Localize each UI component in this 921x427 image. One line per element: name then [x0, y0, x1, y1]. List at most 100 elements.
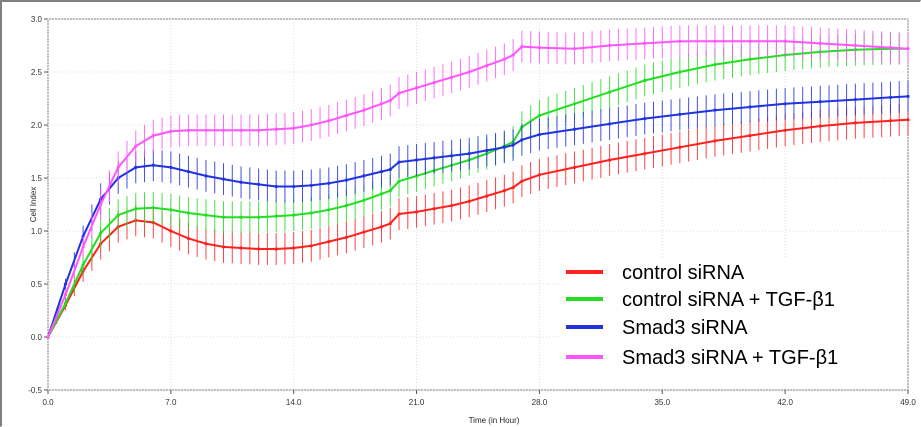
- data-point: [221, 215, 226, 219]
- data-point: [414, 86, 419, 90]
- data-point: [485, 148, 489, 153]
- data-point: [818, 41, 822, 45]
- data-point: [362, 174, 366, 178]
- data-point: [783, 128, 787, 132]
- y-tick-label: 1.0: [31, 227, 43, 236]
- data-point: [485, 64, 489, 68]
- data-point: [292, 213, 296, 217]
- data-point: [46, 335, 50, 339]
- data-point: [309, 244, 313, 248]
- data-point: [502, 145, 506, 149]
- data-point: [853, 121, 857, 125]
- data-point: [502, 57, 506, 61]
- data-point: [643, 117, 647, 121]
- data-point: [116, 165, 120, 169]
- data-point: [643, 78, 647, 83]
- data-point: [379, 102, 384, 106]
- data-point: [713, 108, 717, 112]
- data-point: [116, 213, 120, 217]
- data-point: [511, 53, 515, 57]
- data-point: [450, 154, 454, 158]
- x-tick-label: 0.0: [42, 398, 54, 407]
- data-point: [186, 211, 191, 215]
- data-point: [572, 47, 577, 51]
- series-line: [47, 95, 909, 338]
- data-point: [537, 113, 542, 118]
- data-point: [151, 134, 155, 138]
- data-point: [678, 70, 682, 74]
- data-point: [309, 211, 313, 215]
- data-point: [467, 199, 471, 203]
- data-point: [344, 203, 348, 208]
- data-point: [379, 192, 384, 196]
- legend-label: Smad3 siRNA: [622, 317, 748, 339]
- data-point: [344, 235, 348, 239]
- data-point: [906, 118, 910, 122]
- data-point: [239, 246, 243, 250]
- data-point: [397, 179, 401, 183]
- data-point: [239, 215, 243, 219]
- legend-label: Smad3 siRNA + TGF-β1: [622, 347, 838, 369]
- data-point: [257, 182, 261, 186]
- series-3: [46, 25, 910, 339]
- series-line: [47, 47, 908, 338]
- data-point: [713, 62, 717, 67]
- data-point: [748, 39, 752, 43]
- data-point: [362, 198, 366, 202]
- y-tick-label: -0.5: [28, 386, 42, 395]
- data-point: [186, 236, 191, 241]
- data-point: [274, 214, 278, 218]
- x-tick-label: 14.0: [286, 398, 302, 407]
- data-point: [678, 112, 682, 116]
- data-point: [520, 179, 524, 183]
- y-tick-label: 2.5: [31, 68, 43, 77]
- data-point: [678, 145, 682, 149]
- data-point: [221, 128, 226, 132]
- data-point: [748, 134, 752, 138]
- data-point: [99, 202, 103, 207]
- data-point: [362, 230, 366, 234]
- data-point: [63, 293, 68, 297]
- data-point: [608, 90, 612, 94]
- x-tick-label: 7.0: [165, 398, 177, 407]
- x-tick-label: 28.0: [532, 398, 548, 407]
- data-point: [204, 174, 208, 178]
- x-axis-title: Time (in Hour): [469, 416, 520, 425]
- data-point: [292, 246, 296, 250]
- data-point: [309, 183, 313, 188]
- data-point: [537, 46, 542, 50]
- data-point: [432, 156, 436, 160]
- data-point: [151, 163, 155, 167]
- data-point: [362, 108, 366, 112]
- data-point: [818, 124, 822, 128]
- series-line: [47, 118, 909, 338]
- data-point: [134, 165, 138, 169]
- data-point: [81, 263, 85, 267]
- data-point: [186, 170, 191, 174]
- data-point: [274, 127, 278, 131]
- data-point: [388, 189, 392, 193]
- data-point: [414, 158, 419, 162]
- y-tick-label: 1.5: [31, 174, 43, 183]
- data-point: [99, 231, 103, 235]
- data-point: [397, 91, 401, 95]
- x-tick-label: 42.0: [777, 398, 793, 407]
- data-point: [239, 128, 243, 132]
- data-point: [169, 165, 173, 169]
- data-point: [221, 245, 226, 249]
- data-point: [450, 75, 454, 79]
- data-point: [713, 39, 717, 43]
- data-point: [274, 184, 278, 189]
- y-tick-label: 3.0: [31, 15, 43, 24]
- data-point: [204, 242, 208, 246]
- data-point: [888, 46, 893, 50]
- data-point: [292, 126, 296, 130]
- legend-box: [560, 258, 904, 383]
- data-point: [853, 43, 857, 48]
- data-point: [432, 81, 436, 85]
- data-point: [572, 127, 577, 131]
- data-point: [572, 165, 577, 169]
- data-point: [257, 215, 261, 219]
- x-tick-label: 35.0: [654, 398, 670, 407]
- data-point: [344, 178, 348, 182]
